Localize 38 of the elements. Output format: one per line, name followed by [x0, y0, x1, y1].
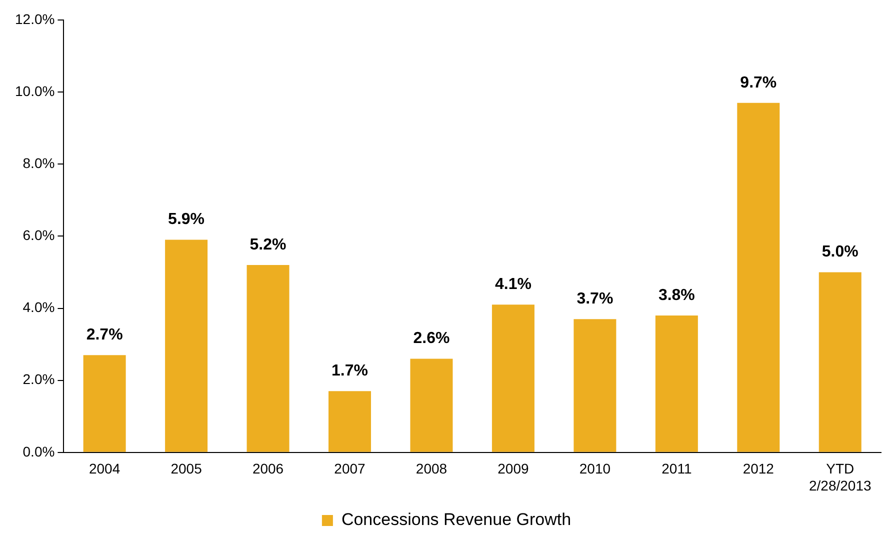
bar [737, 102, 780, 452]
y-tick-label: 12.0% [14, 10, 55, 27]
data-label: 2.6% [413, 330, 450, 348]
data-label: 3.8% [658, 286, 695, 304]
y-tick-label: 0.0% [22, 443, 55, 460]
data-label: 1.7% [332, 362, 368, 380]
data-label: 2.7% [86, 326, 123, 344]
x-tick-label: 2010 [579, 460, 611, 477]
data-label: 5.0% [822, 244, 858, 261]
data-label: 3.7% [576, 290, 614, 308]
x-tick-label: YTD 2/28/2013 [808, 460, 872, 494]
bar [818, 272, 862, 452]
data-label: 5.2% [250, 236, 286, 254]
x-tick-label: 2005 [170, 460, 202, 477]
x-tick-label: 2004 [88, 460, 120, 477]
data-label: 9.7% [740, 74, 777, 92]
bar [83, 355, 126, 452]
y-tick-label: 10.0% [14, 82, 55, 99]
x-tick-label: 2006 [252, 460, 284, 477]
bar [246, 265, 290, 452]
y-tick-label: 4.0% [22, 299, 55, 316]
data-label: 5.9% [168, 211, 205, 228]
bar [165, 240, 208, 452]
x-tick-label: 2008 [416, 460, 448, 477]
x-tick-label: 2011 [662, 460, 692, 477]
bar [655, 315, 698, 452]
bar [574, 319, 616, 452]
y-tick-label: 6.0% [22, 227, 55, 244]
x-tick-label: 2007 [334, 460, 366, 477]
bar [410, 358, 453, 452]
x-tick-label: 2012 [742, 460, 774, 477]
data-label: 4.1% [494, 276, 532, 294]
y-tick-label: 2.0% [22, 371, 55, 388]
x-tick-label: 2009 [498, 460, 529, 477]
legend-label: Concessions Revenue Growth [341, 510, 572, 530]
bar [328, 391, 372, 452]
y-tick-label: 8.0% [22, 154, 55, 171]
bar [492, 304, 534, 452]
